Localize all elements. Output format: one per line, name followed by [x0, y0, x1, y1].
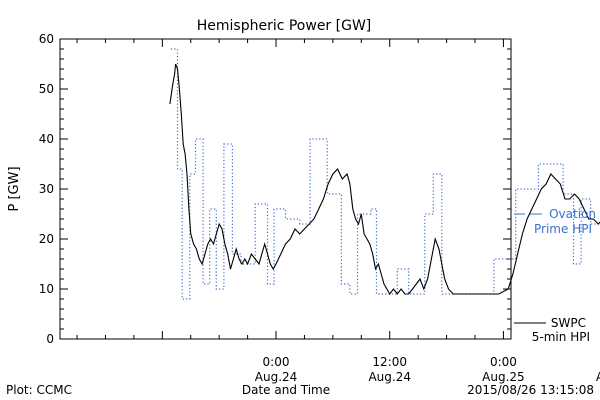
plot-frame	[59, 38, 512, 340]
legend-swpc-label: SWPC	[551, 316, 586, 330]
y-tick-label: 50	[39, 82, 54, 96]
y-axis: 0 10 20 30 40 50 60	[39, 32, 511, 346]
chart-title: Hemispheric Power [GW]	[197, 18, 372, 34]
y-tick-label: 60	[39, 32, 54, 46]
series-swpc-line	[169, 63, 600, 296]
x-axis-label: Date and Time	[242, 383, 330, 397]
x-tick-label-time: 12:00	[372, 355, 407, 369]
x-tick-label-date: Aug.25	[596, 370, 600, 384]
y-tick-label: 10	[39, 282, 54, 296]
x-tick-label-time: 0:00	[490, 355, 517, 369]
x-axis: 0:00Aug.2412:00Aug.240:00Aug.2512:00Aug.…	[76, 39, 600, 384]
y-tick-label: 0	[46, 332, 54, 346]
series-ovation-prime-line	[170, 48, 600, 300]
y-axis-label: P [GW]	[7, 166, 22, 211]
y-tick-label: 20	[39, 232, 54, 246]
legend-swpc-label: 5-min HPI	[532, 330, 590, 344]
y-tick-label: 40	[39, 132, 54, 146]
x-tick-label-date: Aug.25	[482, 370, 525, 384]
plot-credit: Plot: CCMC	[6, 383, 72, 397]
x-tick-label-date: Aug.24	[255, 370, 298, 384]
x-tick-label-date: Aug.24	[368, 370, 411, 384]
y-tick-label: 30	[39, 182, 54, 196]
series-layer	[169, 48, 600, 300]
legend-ovation-label: Ovation	[549, 207, 596, 221]
legend-ovation-label: Prime HPI	[534, 222, 592, 236]
x-tick-label-time: 0:00	[263, 355, 290, 369]
plot-timestamp: 2015/08/26 13:15:08	[467, 383, 594, 397]
